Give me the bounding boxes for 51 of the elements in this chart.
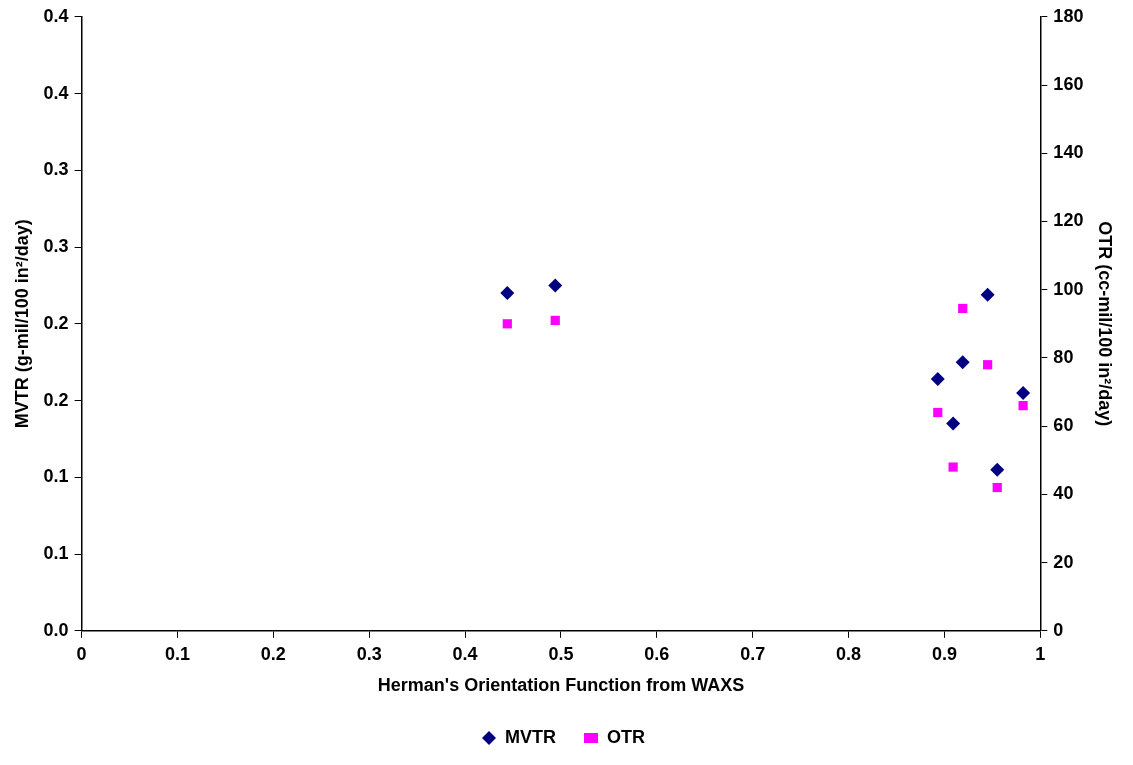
x-tick-label: 0.2: [260, 643, 286, 664]
x-tick-label: 0.5: [548, 643, 574, 664]
point: [955, 355, 970, 370]
y2-axis-title: OTR (cc-mil/100 in²/day): [1095, 221, 1116, 427]
y-tick-label: 0.3: [43, 236, 69, 257]
y-tick-label: 0.4: [43, 5, 69, 26]
y-tick-label: 0.0: [43, 619, 69, 640]
point: [1018, 401, 1028, 411]
y-tick-label: 0.3: [43, 159, 69, 180]
point: [990, 462, 1005, 477]
point: [550, 315, 560, 325]
y-axis-title: MVTR (g-mil/100 in²/day): [11, 219, 32, 429]
x-tick-label: 0.4: [452, 643, 478, 664]
point: [983, 360, 993, 370]
x-tick-label: 0.3: [356, 643, 382, 664]
x-tick-label: 0.8: [836, 643, 862, 664]
x-tick-label: 0.1: [164, 643, 191, 664]
y2-tick-label: 40: [1053, 483, 1074, 504]
y2-tick-label: 20: [1053, 551, 1074, 572]
point: [958, 303, 968, 314]
y2-tick-label: 160: [1053, 73, 1084, 94]
y-tick-label: 0.2: [43, 389, 69, 410]
y-tick-label: 0.1: [43, 543, 69, 564]
point: [930, 372, 945, 387]
point: [502, 319, 512, 329]
x-tick-label: 0.9: [931, 643, 958, 664]
y2-tick-label: 0: [1053, 619, 1064, 640]
y-tick-label: 0.4: [43, 82, 69, 103]
y2-tick-label: 60: [1053, 415, 1074, 436]
point: [933, 407, 943, 418]
x-tick-label: 0.6: [644, 643, 670, 664]
x-tick-label: 0: [76, 643, 87, 664]
y2-tick-label: 120: [1053, 210, 1084, 231]
point: [946, 416, 961, 431]
y2-tick-label: 180: [1053, 5, 1084, 26]
x-axis-title: Herman's Orientation Function from WAXS: [377, 675, 745, 696]
y-tick-label: 0.1: [43, 466, 69, 487]
y2-tick-label: 100: [1053, 278, 1084, 299]
point: [1016, 385, 1031, 400]
legend-label: MVTR: [505, 726, 557, 747]
point: [992, 482, 1002, 493]
x-tick-label: 1: [1035, 643, 1046, 664]
point: [500, 286, 515, 301]
point: [980, 287, 995, 302]
point: [948, 462, 958, 472]
y-tick-label: 0.2: [43, 312, 69, 333]
y2-tick-label: 140: [1053, 142, 1084, 163]
x-tick-label: 0.7: [740, 643, 766, 664]
legend-label: OTR: [607, 726, 645, 747]
y2-tick-label: 80: [1053, 346, 1074, 367]
point: [548, 278, 563, 293]
